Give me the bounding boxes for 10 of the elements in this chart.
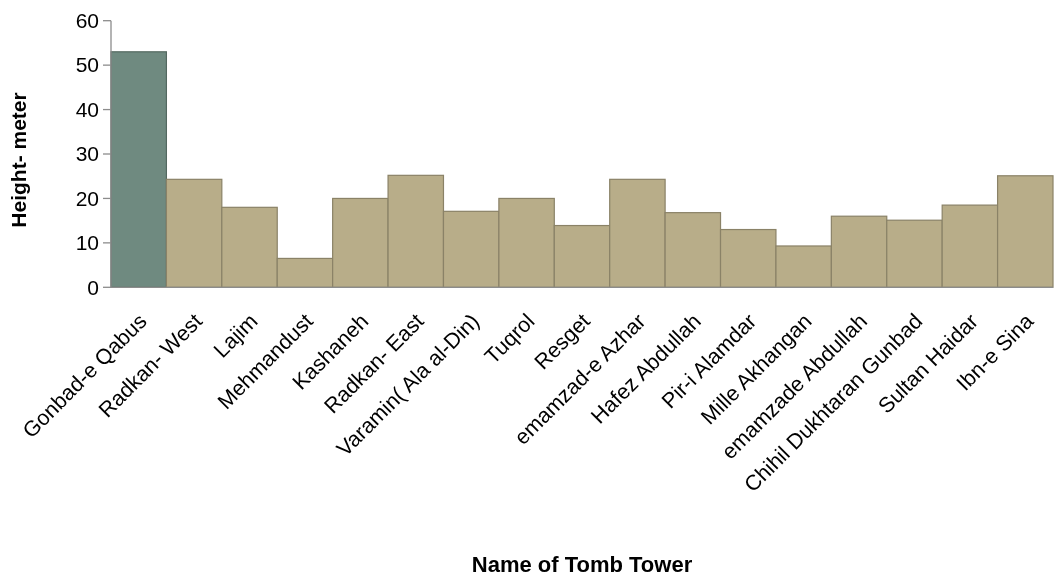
y-tick-label: 20 [75,186,99,210]
y-tick-label: 60 [75,9,99,33]
y-tick-label: 40 [75,97,99,121]
y-tick-label: 30 [75,142,99,166]
y-tick-label: 10 [75,231,99,255]
y-tick-label: 50 [75,53,99,77]
x-axis-title: Name of Tomb Tower [471,552,693,577]
bar [110,51,168,288]
y-axis-title: Height- meter [7,92,30,228]
y-tick-label: 0 [87,275,99,299]
